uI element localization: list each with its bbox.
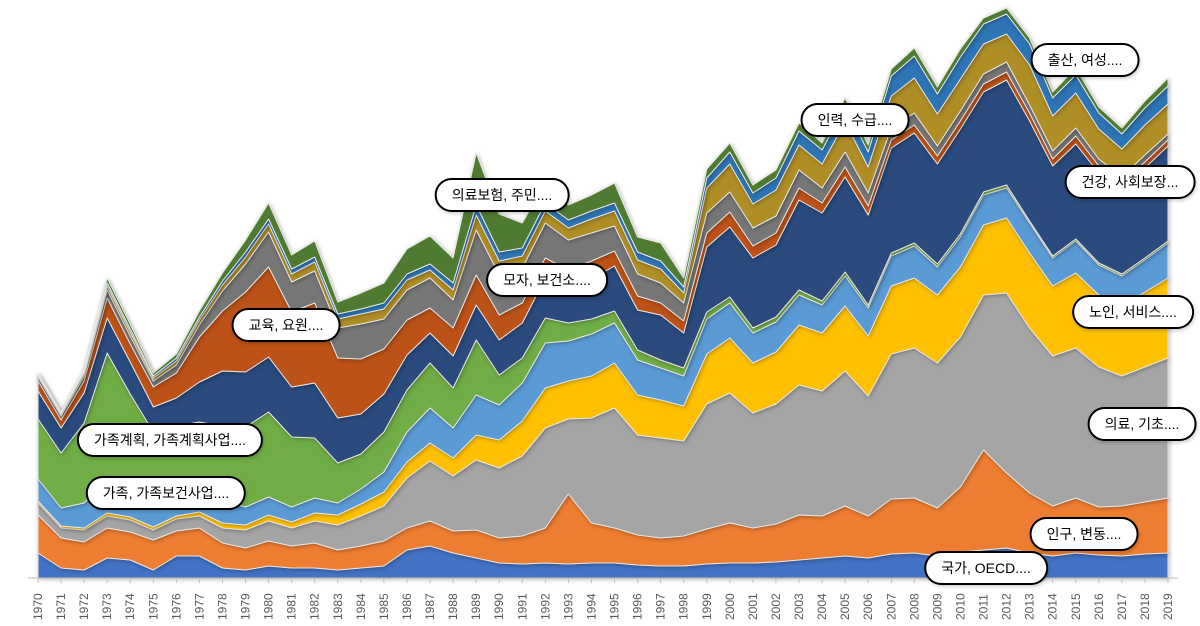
x-axis-tick-label: 1973: [100, 593, 114, 620]
x-axis-tick-label: 1993: [561, 593, 575, 620]
callout-series-7: 교육, 요원....: [231, 308, 341, 342]
x-axis-tick-label: 1994: [584, 593, 598, 620]
callout-series-6: 건강, 사회보장...: [1064, 165, 1196, 199]
x-axis-tick-label: 2014: [1046, 593, 1060, 620]
x-axis-tick-label: 2007: [884, 593, 898, 620]
callout-series-11: 의료보험, 주민....: [434, 178, 570, 212]
area-series-11: [37, 7, 1169, 414]
x-axis-tick-label: 1976: [169, 593, 183, 620]
x-axis-tick-label: 1984: [354, 593, 368, 620]
callout-series-1: 인구, 변동....: [1029, 517, 1139, 551]
callout-series-2: 의료, 기초....: [1087, 407, 1197, 441]
callout-series-8: 모자, 보건소....: [486, 263, 608, 297]
x-axis-tick-label: 1998: [677, 593, 691, 620]
x-axis-tick-label: 2001: [746, 593, 760, 620]
x-axis-tick-label: 2005: [838, 593, 852, 620]
x-axis-tick-label: 1975: [146, 593, 160, 620]
x-axis-tick-label: 1970: [31, 593, 45, 620]
x-axis-tick-label: 1980: [262, 593, 276, 620]
callout-series-0: 국가, OECD....: [924, 551, 1048, 585]
x-axis-tick-label: 1989: [469, 593, 483, 620]
x-axis-tick-label: 2009: [930, 593, 944, 620]
x-axis-tick-label: 2003: [792, 593, 806, 620]
x-axis-tick-label: 1983: [331, 593, 345, 620]
x-axis-tick-label: 1981: [285, 593, 299, 620]
callout-series-9: 인력, 수급....: [800, 103, 910, 137]
x-axis-tick-label: 2019: [1161, 593, 1175, 620]
x-axis-tick-label: 1999: [700, 593, 714, 620]
x-axis-tick-label: 2017: [1115, 593, 1129, 620]
x-axis-tick-label: 2018: [1138, 593, 1152, 620]
x-axis-tick-label: 2002: [769, 593, 783, 620]
callout-series-3: 노인, 서비스....: [1072, 295, 1194, 329]
x-axis-tick-label: 2000: [723, 593, 737, 620]
x-axis-tick-label: 1997: [654, 593, 668, 620]
x-axis-tick-label: 2006: [861, 593, 875, 620]
x-axis-tick-label: 1977: [192, 593, 206, 620]
x-axis-tick-label: 2013: [1023, 593, 1037, 620]
x-axis-tick-label: 2015: [1069, 593, 1083, 620]
x-axis-tick-label: 2012: [1000, 593, 1014, 620]
x-axis-tick-label: 1988: [446, 593, 460, 620]
x-axis-tick-label: 1992: [538, 593, 552, 620]
x-axis-tick-label: 1991: [515, 593, 529, 620]
x-axis-tick-label: 1990: [492, 593, 506, 620]
x-axis-tick-label: 1996: [631, 593, 645, 620]
x-axis-tick-label: 2011: [977, 594, 991, 620]
callout-series-5: 가족계획, 가족계획사업....: [76, 423, 264, 457]
x-axis-tick-label: 1986: [400, 593, 414, 620]
x-axis-tick-label: 1982: [308, 593, 322, 620]
x-axis-tick-label: 1987: [423, 593, 437, 620]
x-axis-tick-label: 1985: [377, 593, 391, 620]
x-axis-tick-label: 2008: [907, 593, 921, 620]
x-axis-tick-label: 2010: [953, 593, 967, 620]
x-axis-tick-label: 1978: [215, 593, 229, 620]
x-axis-tick-label: 1972: [77, 593, 91, 620]
x-axis-tick-label: 1979: [239, 593, 253, 620]
x-axis-tick-label: 1995: [608, 593, 622, 620]
x-axis-tick-label: 2004: [815, 593, 829, 620]
callout-series-4: 가족, 가족보건사업....: [85, 476, 247, 510]
x-axis-tick-label: 1974: [123, 593, 137, 620]
callout-series-10: 출산, 여성....: [1030, 43, 1140, 77]
x-axis-tick-label: 1971: [54, 593, 68, 620]
x-axis-labels: 1970 1971 1972 1973 1974 1975 1976 1977 1978 1979…: [31, 593, 1175, 620]
x-axis-tick-label: 2016: [1092, 593, 1106, 620]
